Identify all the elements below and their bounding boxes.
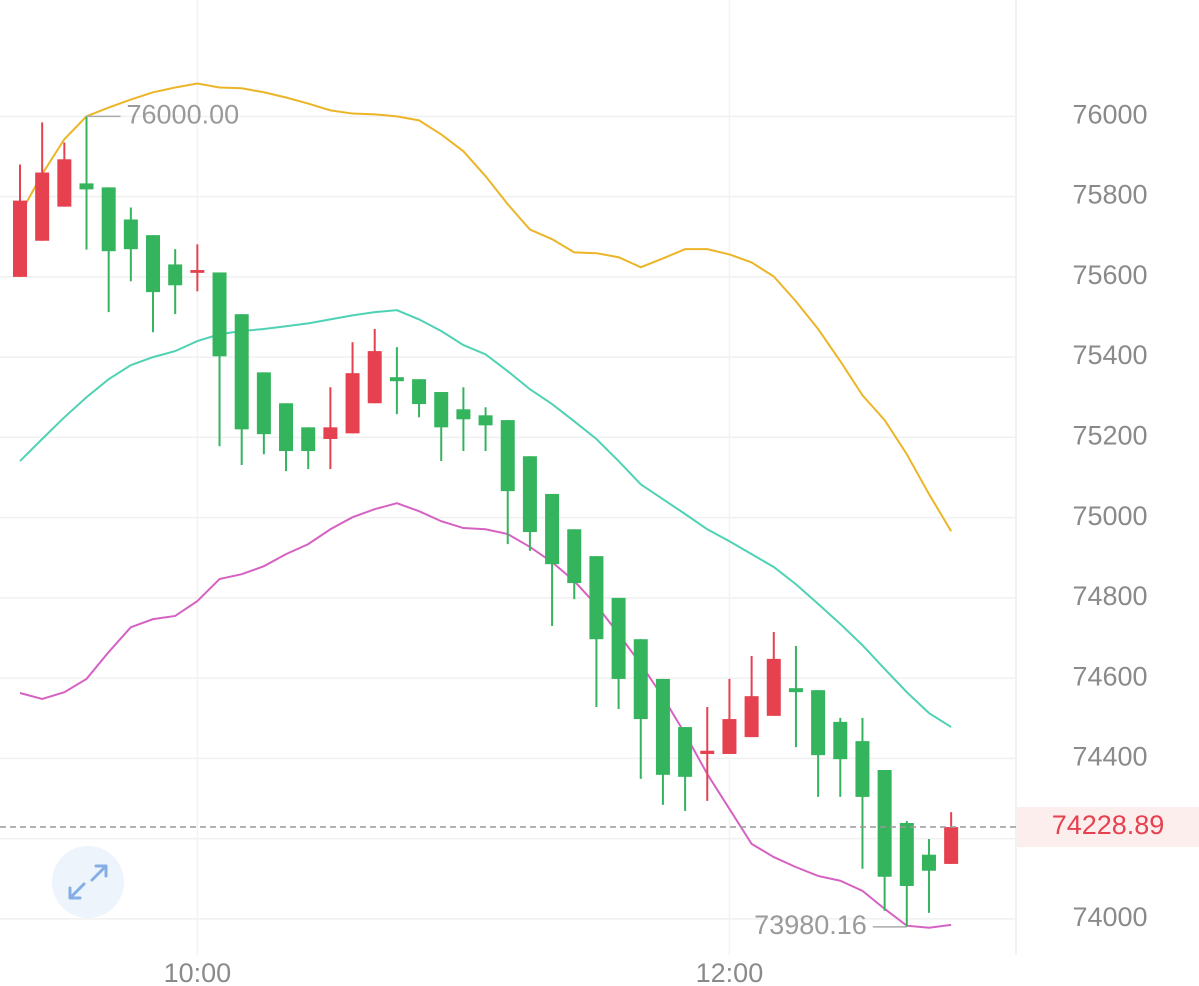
- y-tick-label: 75800: [1072, 180, 1147, 210]
- candle-body: [921, 854, 936, 871]
- band-line: [19, 502, 952, 929]
- y-tick-label: 74600: [1072, 661, 1147, 691]
- candle-body: [788, 688, 803, 693]
- band-line: [19, 82, 952, 532]
- candle-body: [744, 696, 759, 738]
- band-line: [19, 309, 952, 728]
- candle-body: [234, 314, 249, 430]
- y-tick-label: 75000: [1072, 501, 1147, 531]
- candle-body: [323, 427, 338, 439]
- candle-body: [877, 770, 892, 877]
- candle-body: [279, 403, 294, 452]
- candle-body: [500, 420, 515, 492]
- candle-body: [35, 172, 50, 241]
- candle-body: [944, 827, 959, 864]
- candle-body: [855, 741, 870, 797]
- expand-icon[interactable]: [68, 864, 108, 900]
- y-tick-label: 74000: [1072, 902, 1147, 932]
- overlay: 7400074200744007460074800750007520075400…: [0, 99, 1199, 986]
- x-tick-label: 12:00: [696, 958, 764, 986]
- candle-body: [212, 272, 227, 357]
- candle-body: [766, 658, 781, 716]
- y-tick-label: 75600: [1072, 260, 1147, 290]
- candle-body: [146, 235, 161, 293]
- expand-button[interactable]: [52, 846, 124, 918]
- last-price-box: [1017, 807, 1199, 848]
- max-annotation: 76000.00: [127, 99, 240, 129]
- candle-body: [168, 264, 183, 286]
- candle-body: [301, 427, 316, 452]
- candle-body: [633, 639, 648, 720]
- candle-body: [722, 719, 737, 754]
- candle-body: [811, 690, 826, 756]
- candle-body: [190, 270, 205, 273]
- last-price-label: 74228.89: [1052, 810, 1165, 840]
- candle-body: [700, 750, 715, 754]
- min-annotation: 73980.16: [754, 910, 867, 940]
- candle-body: [522, 456, 537, 533]
- candle-body: [589, 556, 604, 640]
- candle-body: [13, 200, 27, 277]
- candle-body: [611, 597, 626, 679]
- plot-area: [0, 0, 1015, 955]
- candle-body: [256, 372, 271, 435]
- candle-body: [567, 529, 582, 584]
- candle-body: [545, 493, 560, 565]
- expand-button-bg[interactable]: [52, 846, 124, 918]
- candle-body: [367, 351, 382, 404]
- candle-body: [833, 721, 848, 760]
- candle-body: [101, 187, 116, 252]
- candle-body: [478, 415, 493, 426]
- candle-body: [678, 727, 693, 777]
- candle-body: [389, 377, 404, 382]
- y-tick-label: 75400: [1072, 340, 1147, 370]
- candle-body: [655, 678, 670, 775]
- candle-body: [79, 183, 94, 190]
- candle-body: [57, 159, 72, 207]
- y-tick-label: 75200: [1072, 420, 1147, 450]
- candle-body: [412, 379, 427, 405]
- candle-body: [456, 409, 471, 420]
- candle-body: [899, 822, 914, 886]
- y-tick-label: 76000: [1072, 99, 1147, 129]
- x-tick-label: 10:00: [164, 958, 232, 986]
- candle-body: [123, 219, 138, 250]
- candle-body: [345, 373, 360, 434]
- y-tick-label: 74400: [1072, 742, 1147, 772]
- y-tick-label: 74800: [1072, 581, 1147, 611]
- candle-body: [434, 392, 449, 428]
